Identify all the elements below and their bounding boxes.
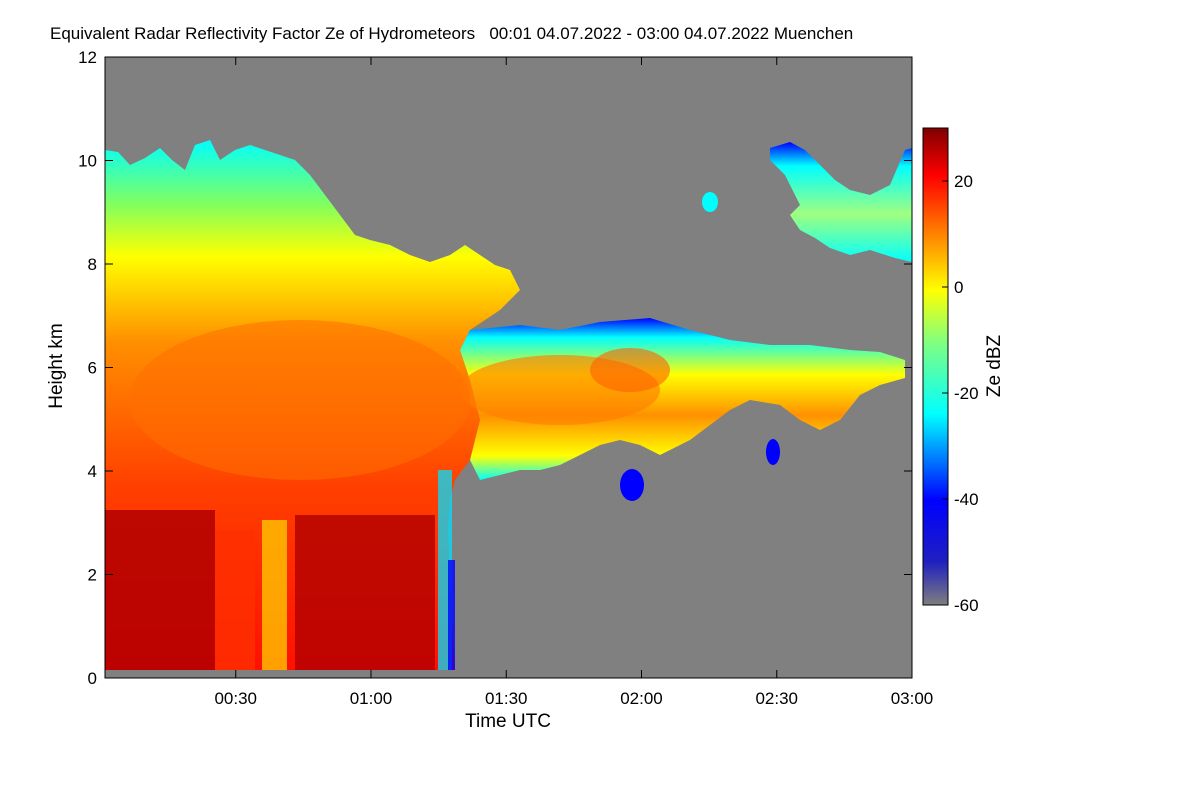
y-tick-label: 2 — [88, 566, 97, 585]
colorbar-tick-label: -40 — [954, 490, 979, 509]
rain-edge-blue — [448, 560, 455, 670]
x-tick-label: 03:00 — [891, 689, 934, 708]
echo-blob-1 — [620, 469, 644, 501]
rain-shaft-2 — [295, 515, 435, 670]
x-axis-ticks: 00:30 01:00 01:30 02:00 02:30 03:00 — [214, 57, 933, 708]
y-tick-label: 8 — [88, 255, 97, 274]
rain-shaft-3 — [215, 530, 255, 670]
y-tick-label: 6 — [88, 359, 97, 378]
colorbar-tick-label: 20 — [954, 172, 973, 191]
colorbar — [922, 127, 949, 606]
x-tick-label: 01:00 — [350, 689, 393, 708]
x-tick-label: 00:30 — [214, 689, 257, 708]
main-warm-band — [130, 320, 470, 480]
colorbar-ticks: 20 0 -20 -40 -60 — [942, 172, 979, 615]
y-tick-label: 0 — [88, 669, 97, 688]
echo-blob-3 — [766, 439, 780, 465]
colorbar-tick-label: 0 — [954, 278, 963, 297]
rain-gap — [262, 520, 287, 670]
chart-title: Equivalent Radar Reflectivity Factor Ze … — [50, 24, 853, 43]
x-tick-label: 02:00 — [620, 689, 663, 708]
rain-shaft-1 — [105, 510, 215, 670]
x-tick-label: 01:30 — [485, 689, 528, 708]
colorbar-tick-label: -60 — [954, 596, 979, 615]
y-tick-label: 4 — [88, 462, 97, 481]
colorbar-label: Ze dBZ — [984, 334, 1005, 397]
y-axis-ticks: 0 2 4 6 8 10 12 — [78, 48, 912, 688]
reflectivity-field — [105, 140, 912, 670]
x-axis-label: Time UTC — [465, 711, 551, 732]
y-tick-label: 12 — [78, 48, 97, 67]
cirrus-echo — [770, 142, 912, 262]
y-tick-label: 10 — [78, 152, 97, 171]
y-axis-label: Height km — [46, 323, 67, 409]
anvil-core-2 — [590, 348, 670, 392]
x-tick-label: 02:30 — [755, 689, 798, 708]
echo-blob-2 — [702, 192, 718, 212]
colorbar-tick-label: -20 — [954, 384, 979, 403]
